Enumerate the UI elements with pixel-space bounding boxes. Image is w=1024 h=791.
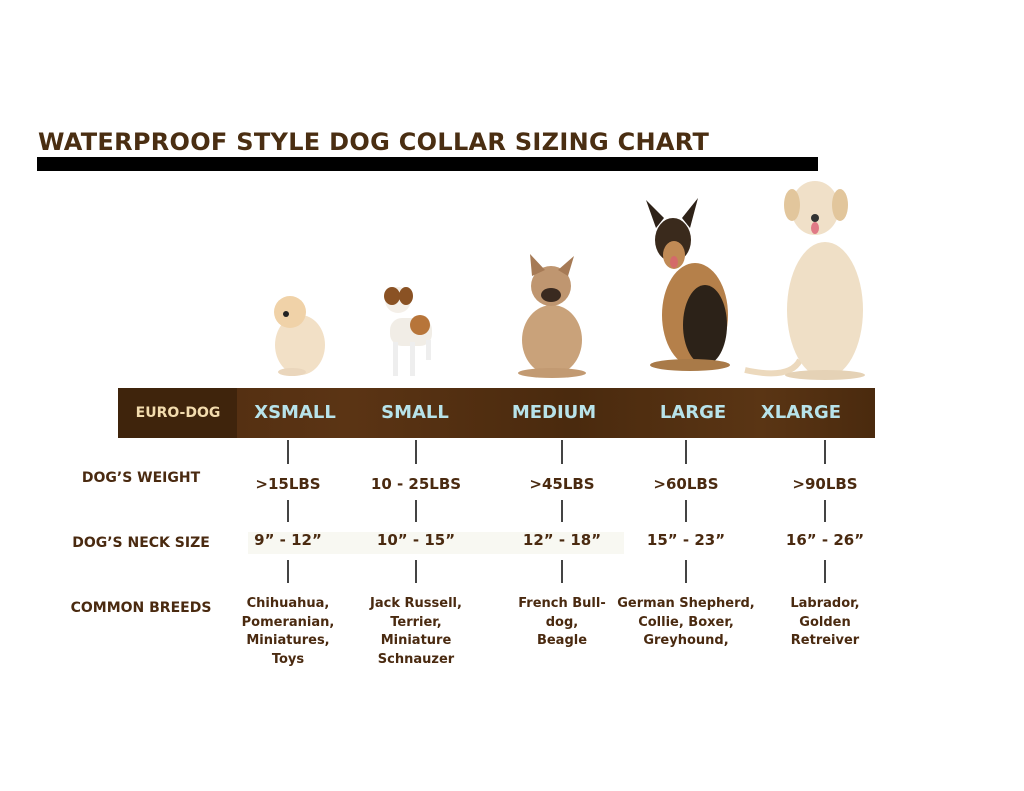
neck-size-value: 9” - 12” (254, 531, 322, 549)
neck-size-value: 16” - 26” (785, 531, 865, 549)
neck-size-value: 12” - 18” (522, 531, 602, 549)
connector-line (287, 500, 289, 522)
connector-line (561, 560, 563, 583)
breeds-list: German Shepherd, Collie, Boxer, Greyhound, (606, 595, 766, 651)
connector-line (561, 500, 563, 522)
breed-line: Schnauzer (377, 651, 455, 667)
connector-line (415, 440, 417, 464)
size-label-large: LARGE (659, 402, 727, 423)
breed-line: Chihuahua, (246, 596, 330, 611)
french-bulldog-image (518, 254, 586, 378)
euro-dog-section (118, 388, 237, 438)
neck-size-value: 10” - 15” (376, 531, 456, 549)
breed-line: Toys (271, 651, 305, 667)
breeds-list: Chihuahua, Pomeranian, Miniatures, Toys (208, 595, 368, 669)
size-label-small: SMALL (381, 402, 449, 423)
breed-line: Collie, Boxer, (638, 614, 734, 630)
size-label-medium: MEDIUM (511, 402, 597, 423)
breed-line: German Shepherd, (617, 596, 755, 611)
connector-line (824, 560, 826, 583)
breed-line: Pomeranian, (241, 614, 335, 630)
connector-line (824, 440, 826, 464)
breeds-list: French Bull-dog, Beagle (482, 595, 642, 651)
breed-line: Retreiver (790, 633, 860, 648)
connector-line (287, 440, 289, 464)
labrador-image (744, 181, 865, 380)
breed-line: Golden (799, 614, 851, 630)
weight-value: >90LBS (792, 475, 858, 493)
connector-line (415, 500, 417, 522)
breed-line: Beagle (536, 633, 588, 648)
breed-line: Miniature (380, 633, 452, 648)
pomeranian-image (274, 296, 325, 376)
german-shepherd-image (646, 198, 730, 371)
connector-line (824, 500, 826, 522)
size-label-xsmall: XSMALL (254, 402, 336, 423)
breed-line: French Bull- (518, 596, 606, 611)
title-underline (37, 157, 818, 171)
weight-value: 10 - 25LBS (370, 475, 462, 493)
dog-photos (274, 181, 865, 380)
breed-line: Terrier, (390, 614, 442, 630)
chart-title: WATERPROOF STYLE DOG COLLAR SIZING CHART (38, 128, 710, 156)
connector-line (415, 560, 417, 583)
connector-line (685, 440, 687, 464)
breed-line: dog, (545, 614, 579, 630)
connector-line (685, 500, 687, 522)
breeds-list: Labrador, Golden Retreiver (745, 595, 905, 651)
weight-value: >45LBS (529, 475, 595, 493)
neck-highlight (248, 532, 624, 554)
connector-line (287, 560, 289, 583)
weight-value: >15LBS (255, 475, 321, 493)
weight-row-label: DOG’S WEIGHT (81, 470, 201, 486)
breed-line: Jack Russell, (370, 596, 462, 611)
connector-line (561, 440, 563, 464)
breed-line: Labrador, (790, 596, 860, 611)
breed-line: Miniatures, (246, 633, 330, 648)
euro-dog-label: EURO-DOG (135, 405, 221, 421)
breeds-list: Jack Russell, Terrier, Miniature Schnauzer (336, 595, 496, 669)
size-band (118, 388, 875, 438)
connector-line (685, 560, 687, 583)
neck-row-label: DOG’S NECK SIZE (72, 535, 210, 551)
jack-russell-image (384, 287, 432, 376)
size-label-xlarge: XLARGE (760, 402, 842, 423)
breeds-row-label: COMMON BREEDS (70, 600, 212, 616)
weight-value: >60LBS (653, 475, 719, 493)
neck-size-value: 15” - 23” (646, 531, 726, 549)
breed-line: Greyhound, (643, 633, 729, 648)
